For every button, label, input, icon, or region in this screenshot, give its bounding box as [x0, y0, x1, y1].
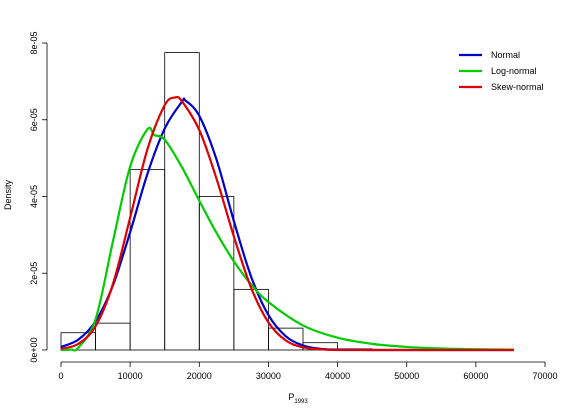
legend: Normal Log-normal Skew-normal — [459, 50, 544, 92]
x-tick-label-7: 70000 — [532, 371, 557, 381]
histogram-bar-1 — [95, 322, 131, 351]
y-tick-label-0: 0e+00 — [29, 337, 39, 362]
x-axis-title-subscript: 1993 — [294, 399, 308, 405]
legend-label-skew-normal: Skew-normal — [491, 82, 544, 92]
x-tick-label-4: 40000 — [325, 371, 350, 381]
x-tick-label-1: 10000 — [118, 371, 143, 381]
histogram-bar-6 — [268, 327, 304, 351]
x-axis-title: P1993 — [288, 392, 308, 405]
curve-skew-normal — [60, 95, 514, 352]
x-tick-label-0: 0 — [58, 371, 63, 381]
x-tick-label-5: 50000 — [394, 371, 419, 381]
x-tick-label-3: 30000 — [256, 371, 281, 381]
histogram-bar-4 — [198, 196, 235, 351]
curve-log-normal — [60, 126, 514, 352]
histogram-bar-3 — [164, 52, 200, 351]
legend-label-normal: Normal — [491, 50, 520, 60]
histogram-bars — [60, 52, 511, 351]
y-tick-label-2: 4e-05 — [29, 185, 39, 208]
y-tick-label-4: 8e-05 — [29, 31, 39, 54]
y-axis-title: Density — [3, 179, 13, 210]
density-curves — [60, 95, 514, 352]
y-tick-label-3: 6e-05 — [29, 108, 39, 131]
y-tick-label-1: 2e-05 — [29, 262, 39, 285]
x-tick-label-6: 60000 — [463, 371, 488, 381]
legend-label-log-normal: Log-normal — [491, 66, 537, 76]
x-tick-label-2: 20000 — [187, 371, 212, 381]
axes: 0 10000 20000 30000 40000 50000 60000 70000 0e+0… — [29, 31, 558, 381]
x-axis-title-main: P — [288, 392, 294, 402]
